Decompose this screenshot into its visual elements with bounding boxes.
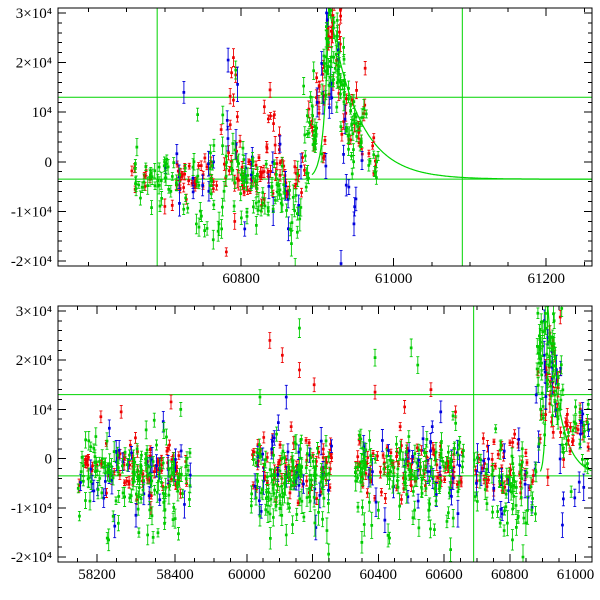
y-tick-label: 0 <box>45 452 53 468</box>
y-tick-label: 10⁴ <box>32 105 52 121</box>
y-tick-label: -1×10⁴ <box>11 501 52 517</box>
y-tick-label: -2×10⁴ <box>11 550 52 566</box>
y-tick-label: 3×10⁴ <box>16 304 52 320</box>
x-tick-label: 60800 <box>222 271 260 287</box>
x-tick-label: 58400 <box>156 567 194 583</box>
y-tick-label: 3×10⁴ <box>16 6 52 22</box>
y-tick-label: 2×10⁴ <box>16 353 52 369</box>
model-curve <box>539 306 592 472</box>
x-tick-label: 60600 <box>425 567 463 583</box>
y-tick-label: 2×10⁴ <box>16 56 52 72</box>
x-tick-label: 60000 <box>228 567 266 583</box>
x-tick-label: 61200 <box>527 271 565 287</box>
axis-ticks <box>58 8 592 266</box>
plot-frame <box>57 305 593 563</box>
axis-ticks <box>57 306 593 562</box>
bottom-panel: -2×10⁴ -1×10⁴ 0 10⁴ 2×10⁴ 3×10⁴ 58200 58400 6000… <box>11 304 595 583</box>
x-tick-label: 58200 <box>78 567 116 583</box>
y-tick-label: 0 <box>45 155 53 171</box>
y-tick-label: -1×10⁴ <box>11 204 52 220</box>
plot-frame <box>57 7 593 267</box>
y-tick-label: -2×10⁴ <box>11 254 52 270</box>
top-panel: -2×10⁴ -1×10⁴ 0 10⁴ 2×10⁴ 3×10⁴ 60800 61000 6120… <box>11 6 593 287</box>
x-tick-label: 60400 <box>360 567 398 583</box>
x-tick-label: 61000 <box>375 271 413 287</box>
x-tick-label: 60800 <box>491 567 529 583</box>
y-tick-label: 10⁴ <box>32 402 52 418</box>
x-tick-label: 60200 <box>294 567 332 583</box>
x-tick-label: 61000 <box>557 567 595 583</box>
